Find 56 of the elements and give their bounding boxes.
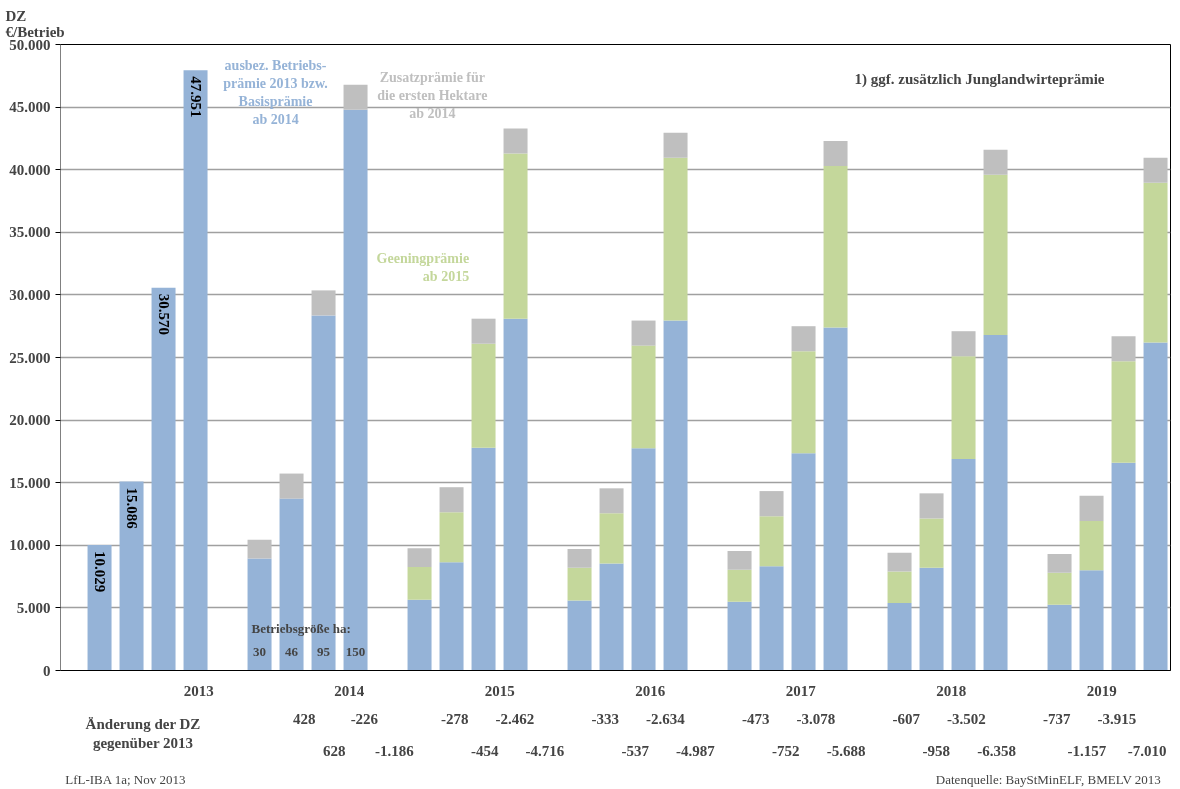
- text: -2.634: [646, 710, 686, 727]
- text: 2017: [785, 682, 817, 699]
- text: Geeningprämie ab 2015: [376, 251, 470, 285]
- text: 2019: [1086, 682, 1117, 699]
- data-label: 15.086: [123, 487, 140, 530]
- text: 428: [292, 710, 316, 727]
- y-tick-label: 30.000: [9, 286, 51, 303]
- text: -4.716: [525, 742, 565, 759]
- text: -958: [922, 742, 951, 759]
- y-tick-label: 0: [43, 662, 51, 679]
- text: -278: [440, 710, 469, 727]
- text: 2015: [484, 682, 515, 699]
- text: -7.010: [1127, 742, 1167, 759]
- y-tick-label: 10.000: [9, 537, 51, 554]
- text: -1.186: [375, 742, 415, 759]
- annotation: 1) ggf. zusätzlich Junglandwirteprämie: [854, 70, 1105, 88]
- text: Änderung der DZ gegenüber 2013: [85, 715, 201, 752]
- data-label: 47.951: [187, 76, 204, 118]
- text: -226: [350, 710, 379, 727]
- y-tick-label: 15.000: [9, 474, 51, 491]
- y-tick-label: 35.000: [9, 224, 51, 241]
- y-tick-label: 5.000: [16, 599, 51, 616]
- text: -4.987: [676, 742, 716, 759]
- text: -2.462: [495, 710, 535, 727]
- text: 628: [323, 742, 346, 759]
- data-label: 10.029: [91, 550, 108, 593]
- text: -752: [772, 742, 800, 759]
- text: 2018: [936, 682, 967, 699]
- y-tick-label: 20.000: [9, 412, 51, 429]
- text: -333: [591, 710, 619, 727]
- text: -3.915: [1097, 710, 1137, 727]
- text: -607: [892, 710, 921, 727]
- text: -454: [471, 742, 500, 759]
- text: -3.502: [947, 710, 986, 727]
- series-label: Zusatzprämie für die ersten Hektare ab 2014: [377, 69, 488, 121]
- annotation: 95: [317, 644, 331, 660]
- y-tick-label: 25.000: [9, 349, 51, 366]
- text: -3.078: [796, 710, 836, 727]
- text: Datenquelle: BayStMinELF, BMELV 2013: [935, 772, 1161, 787]
- text: -1.157: [1067, 742, 1107, 759]
- series-label: ausbez. Betriebs- prämie 2013 bzw. Basisprämie ab 2014: [223, 58, 328, 128]
- text: -6.358: [977, 742, 1016, 759]
- y-tick-label: 40.000: [9, 161, 51, 178]
- text: 2016: [635, 682, 666, 699]
- y-tick-label: 45.000: [9, 99, 51, 116]
- annotation: 30: [253, 644, 267, 660]
- text: -737: [1042, 710, 1071, 727]
- data-label: 30.570: [155, 293, 172, 336]
- text: 2013: [183, 682, 214, 699]
- text: -5.688: [826, 742, 866, 759]
- text: 2014: [334, 682, 365, 699]
- annotation: 46: [285, 644, 299, 660]
- text: LfL-IBA 1a; Nov 2013: [65, 772, 186, 787]
- text: -473: [741, 710, 770, 727]
- annotation: 150: [345, 644, 366, 660]
- text: -537: [621, 742, 650, 759]
